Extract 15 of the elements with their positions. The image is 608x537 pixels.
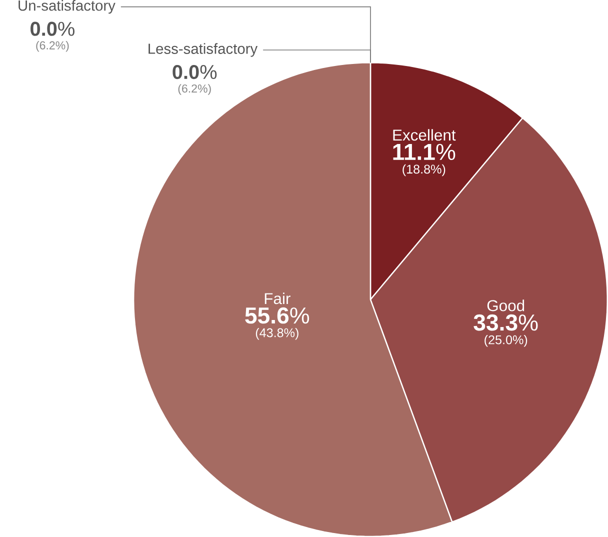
slice-label: Excellent [393, 129, 456, 141]
slice-label: Good [487, 300, 524, 312]
slice-label: Fair [264, 292, 290, 304]
text: 0.0% [172, 64, 217, 80]
text: (6.2%) [178, 84, 211, 95]
text: (6.2%) [36, 40, 69, 52]
text: (18.8%) [402, 164, 446, 176]
text: 0.0% [30, 22, 74, 36]
category-label: Un-satisfactory [18, 0, 116, 14]
category-label: Less-satisfactory [148, 43, 258, 57]
text: (43.8%) [256, 328, 298, 340]
data-label: 33.3% [474, 314, 538, 331]
text: (25.0%) [484, 334, 528, 347]
data-label: 11.1% [393, 144, 456, 160]
data-label: 55.6% [245, 307, 310, 324]
